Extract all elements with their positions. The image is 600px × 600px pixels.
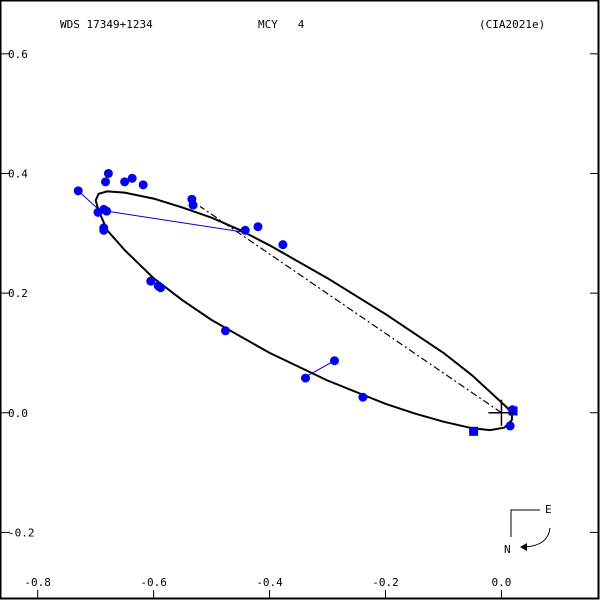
x-tick-label: -0.6 xyxy=(140,576,167,589)
observation-point xyxy=(99,225,109,235)
y-tick-label: -0.2 xyxy=(8,526,35,539)
observation-point xyxy=(101,177,111,187)
x-tick-label: -0.4 xyxy=(256,576,283,589)
line-of-apsides xyxy=(199,205,502,414)
residual-line xyxy=(77,190,99,210)
speckle-observation-point xyxy=(469,426,479,436)
observation-points xyxy=(73,168,518,436)
apsides-line xyxy=(199,205,502,414)
observation-point xyxy=(156,283,166,293)
residual-lines xyxy=(77,190,335,378)
observation-point xyxy=(138,180,148,190)
observation-point xyxy=(221,326,231,336)
compass-rotation-arrow xyxy=(523,527,551,548)
y-tick-label: 0.0 xyxy=(8,407,28,420)
compass-arrowhead-icon xyxy=(520,543,527,551)
observation-point xyxy=(102,206,112,216)
observation-point xyxy=(188,200,198,210)
observation-point xyxy=(127,173,137,183)
x-tick-label: 0.0 xyxy=(492,576,512,589)
observation-point xyxy=(358,392,368,402)
disc-label: MCY 4 xyxy=(258,18,305,31)
observation-point xyxy=(301,373,311,383)
observation-point xyxy=(120,177,130,187)
residual-line xyxy=(305,360,335,378)
y-tick-label: 0.4 xyxy=(8,167,28,180)
compass: E N xyxy=(504,503,552,556)
compass-east-label: E xyxy=(545,503,552,516)
x-tick-label: -0.2 xyxy=(372,576,399,589)
y-tick-label: 0.6 xyxy=(8,48,28,61)
observation-point xyxy=(73,186,83,196)
observation-point xyxy=(103,168,113,178)
x-tick-label: -0.8 xyxy=(24,576,51,589)
observation-point xyxy=(329,356,339,366)
observation-point xyxy=(505,421,515,431)
compass-east-arm xyxy=(510,509,540,537)
y-tick-label: 0.2 xyxy=(8,287,28,300)
observation-point xyxy=(240,225,250,235)
wds-label: WDS 17349+1234 xyxy=(60,18,153,31)
axis-ticks: -0.8 -0.6 -0.4 -0.2 0.0 0.6 0.4 0.2 0.0 -0.2 xyxy=(1,48,599,599)
observation-point xyxy=(278,240,288,250)
residual-line xyxy=(106,210,244,233)
orbit-reference: (CIA2021e) xyxy=(479,18,545,31)
primary-star-marker xyxy=(488,399,515,426)
compass-north-label: N xyxy=(504,543,511,556)
observation-point xyxy=(253,222,263,232)
observation-point xyxy=(146,276,156,286)
speckle-observation-point xyxy=(508,406,518,416)
